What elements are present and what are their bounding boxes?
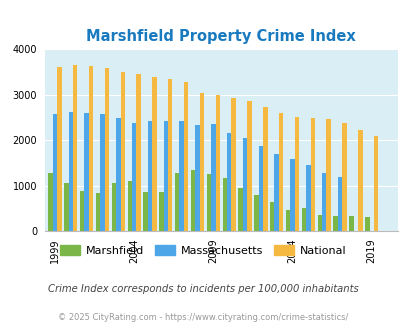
Bar [120,72,125,231]
Bar [258,146,262,231]
Bar [333,215,337,231]
Bar [195,125,199,231]
Bar [80,191,84,231]
Text: Crime Index corresponds to incidents per 100,000 inhabitants: Crime Index corresponds to incidents per… [47,284,358,294]
Bar [104,68,109,231]
Bar [163,121,168,231]
Bar [254,195,258,231]
Bar [57,67,62,231]
Bar [301,208,305,231]
Text: © 2025 CityRating.com - https://www.cityrating.com/crime-statistics/: © 2025 CityRating.com - https://www.city… [58,313,347,322]
Bar [305,165,310,231]
Bar [231,98,235,231]
Bar [183,82,188,231]
Bar [132,123,136,231]
Bar [136,74,141,231]
Bar [199,93,204,231]
Bar [168,79,172,231]
Bar [84,114,89,231]
Bar [73,65,77,231]
Bar [96,193,100,231]
Bar [317,214,321,231]
Bar [274,154,278,231]
Bar [211,124,215,231]
Bar [373,136,377,231]
Bar [147,121,152,231]
Bar [364,217,369,231]
Bar [226,133,231,231]
Bar [116,118,120,231]
Bar [242,138,247,231]
Bar [357,130,362,231]
Bar [143,192,147,231]
Bar [321,173,326,231]
Bar [285,210,290,231]
Bar [337,177,341,231]
Bar [326,119,330,231]
Bar [152,77,156,231]
Title: Marshfield Property Crime Index: Marshfield Property Crime Index [86,29,355,44]
Bar [341,122,346,231]
Bar [247,101,251,231]
Bar [190,170,195,231]
Bar [53,114,57,231]
Bar [294,117,298,231]
Bar [100,114,104,231]
Bar [206,174,211,231]
Bar [48,173,53,231]
Bar [175,173,179,231]
Bar [159,192,163,231]
Bar [215,95,220,231]
Bar [238,188,242,231]
Bar [64,183,68,231]
Bar [179,121,183,231]
Bar [278,113,283,231]
Legend: Marshfield, Massachusetts, National: Marshfield, Massachusetts, National [56,242,349,259]
Bar [111,183,116,231]
Bar [310,118,314,231]
Bar [269,202,274,231]
Bar [222,178,226,231]
Bar [68,112,73,231]
Bar [89,66,93,231]
Bar [348,216,353,231]
Bar [262,107,267,231]
Bar [290,159,294,231]
Bar [127,181,132,231]
